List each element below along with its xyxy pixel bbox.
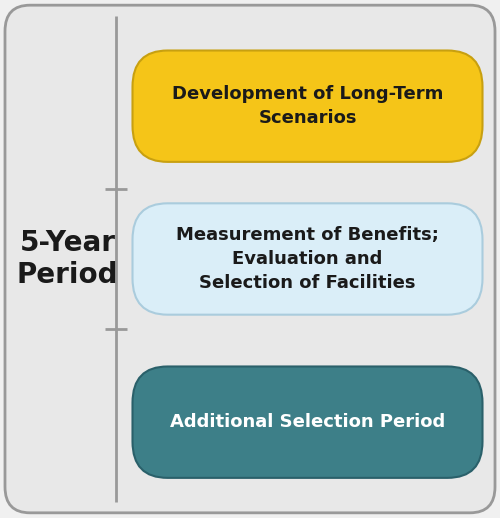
FancyBboxPatch shape xyxy=(132,367,482,478)
Text: Additional Selection Period: Additional Selection Period xyxy=(170,413,445,431)
Text: 5-Year
Period: 5-Year Period xyxy=(17,229,118,289)
FancyBboxPatch shape xyxy=(5,5,495,513)
Text: Measurement of Benefits;
Evaluation and
Selection of Facilities: Measurement of Benefits; Evaluation and … xyxy=(176,226,439,292)
FancyBboxPatch shape xyxy=(132,203,482,314)
Text: Development of Long-Term
Scenarios: Development of Long-Term Scenarios xyxy=(172,85,443,127)
FancyBboxPatch shape xyxy=(132,50,482,162)
